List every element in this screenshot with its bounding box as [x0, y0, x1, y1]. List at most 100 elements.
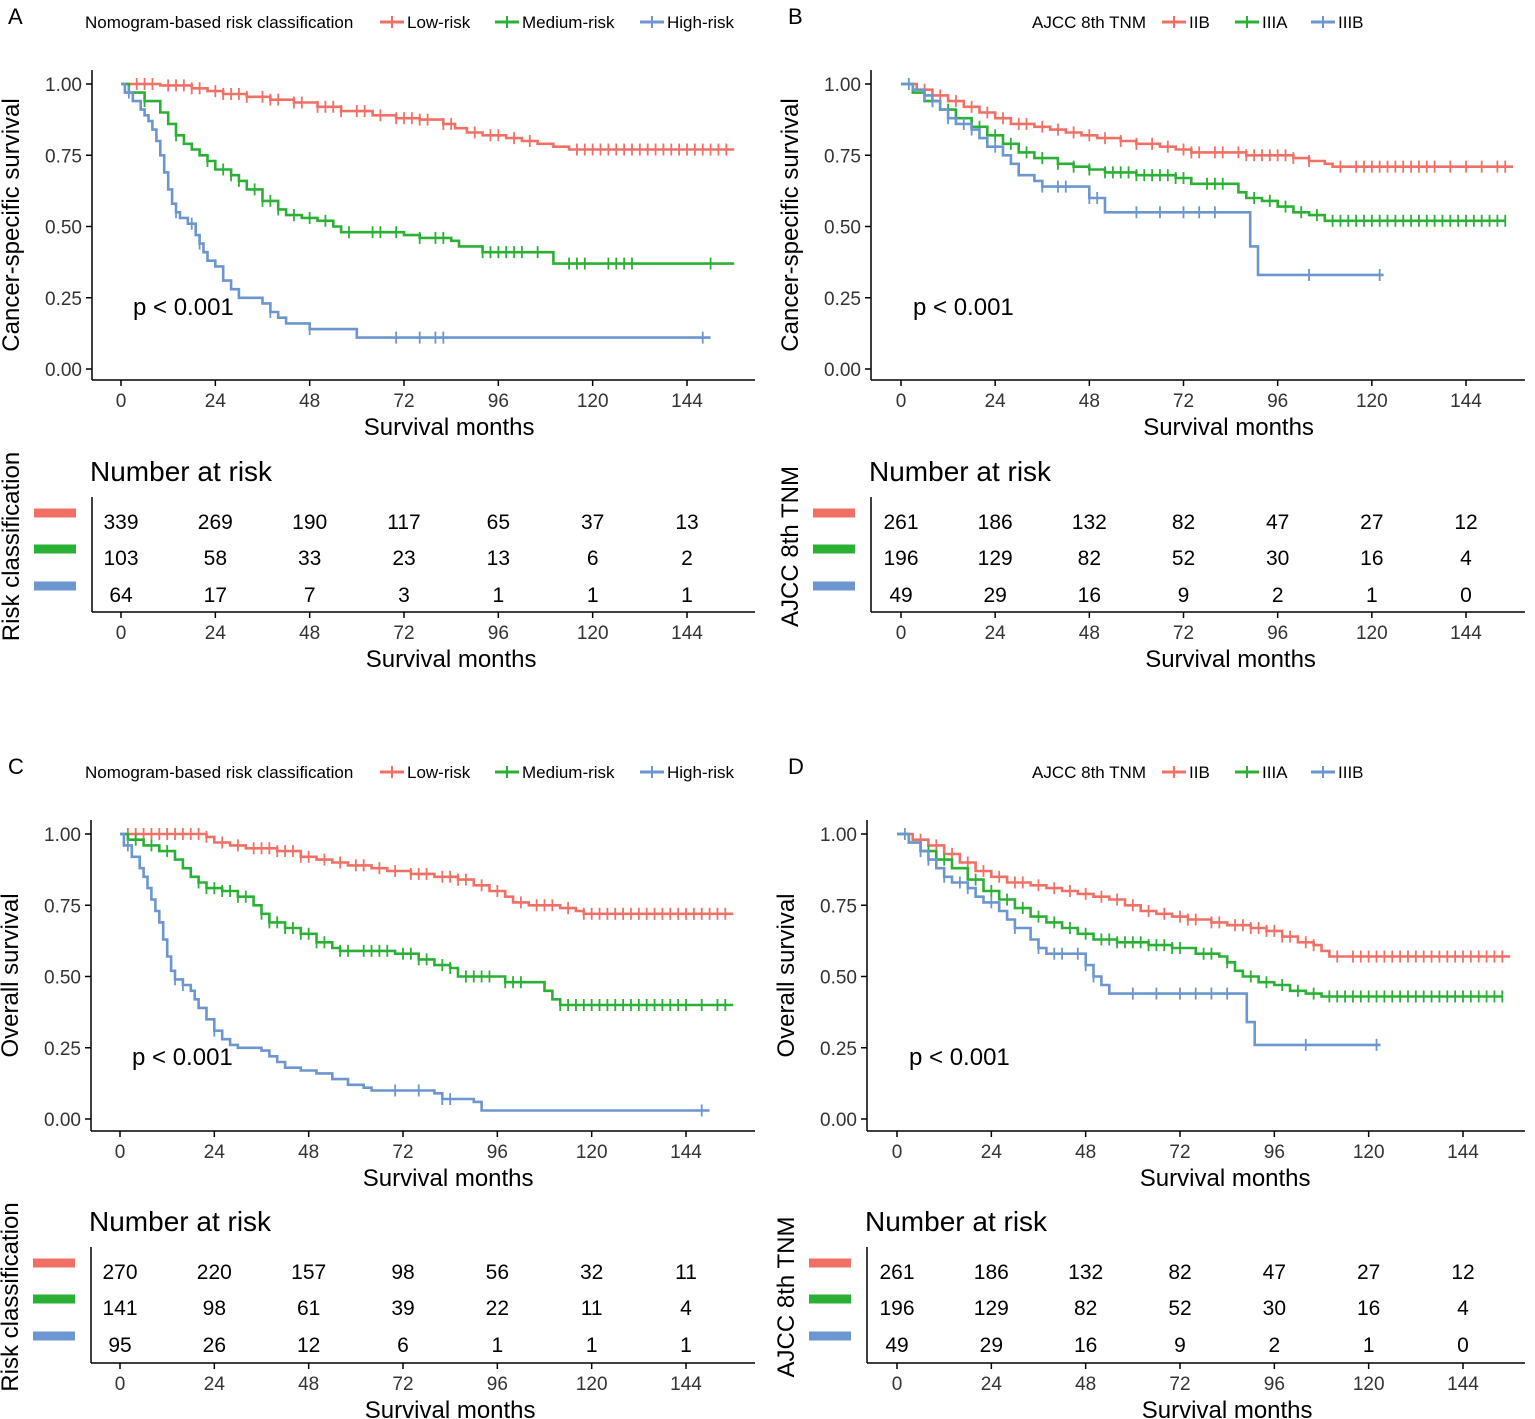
risk-table-cell: 29	[980, 1334, 1003, 1357]
risk-table-x-tick-label: 120	[1356, 623, 1388, 644]
risk-table-cell: 7	[304, 584, 316, 607]
survival-curve-low-risk	[120, 832, 734, 916]
risk-table-cell: 47	[1263, 1261, 1286, 1284]
risk-table-cell: 30	[1266, 547, 1289, 570]
p-value: p < 0.001	[132, 1044, 233, 1071]
risk-table-x-label: Survival months	[366, 646, 537, 673]
risk-table-x-tick-label: 72	[393, 623, 414, 644]
risk-table-cell: 49	[885, 1334, 908, 1357]
x-tick-label: 144	[670, 1142, 702, 1163]
risk-table-cell: 30	[1263, 1297, 1286, 1320]
risk-table-cell: 3	[398, 584, 410, 607]
risk-table-x-tick-label: 120	[1353, 1374, 1385, 1395]
risk-table-cell: 129	[974, 1297, 1009, 1320]
risk-table-x-tick-label: 96	[1264, 1374, 1285, 1395]
risk-table-cell: 190	[292, 511, 327, 534]
y-tick-label: 1.00	[820, 825, 857, 846]
risk-table-cell: 16	[1074, 1334, 1097, 1357]
risk-table-cell: 37	[581, 511, 604, 534]
legend-label-2: High-risk	[667, 763, 735, 782]
risk-table-cell: 56	[486, 1261, 509, 1284]
risk-table-cell: 339	[103, 511, 138, 534]
y-axis-label: Cancer-specific survival	[777, 98, 804, 351]
y-tick-label: 0.75	[44, 896, 81, 917]
risk-table-cell: 129	[978, 547, 1013, 570]
risk-table-x-tick-label: 24	[985, 623, 1007, 644]
risk-table-cell: 82	[1078, 547, 1101, 570]
risk-table-x-tick-label: 0	[116, 623, 127, 644]
y-tick-label: 0.00	[824, 360, 861, 381]
x-tick-label: 48	[1075, 1142, 1096, 1163]
risk-table-title: Number at risk	[90, 456, 273, 487]
risk-table-cell: 26	[203, 1334, 226, 1357]
x-axis-label: Survival months	[1143, 414, 1314, 441]
risk-table-x-tick-label: 24	[981, 1374, 1003, 1395]
x-tick-label: 72	[1169, 1142, 1190, 1163]
legend-label-1: Medium-risk	[522, 763, 615, 782]
x-tick-label: 120	[577, 391, 609, 412]
risk-table-cell: 12	[1451, 1261, 1474, 1284]
x-axis-label: Survival months	[363, 1165, 534, 1192]
risk-table-cell: 269	[198, 511, 233, 534]
risk-table-cell: 52	[1168, 1297, 1191, 1320]
risk-table-cell: 0	[1457, 1334, 1469, 1357]
x-axis-label: Survival months	[1140, 1165, 1311, 1192]
legend-label-1: Medium-risk	[522, 13, 615, 32]
legend-label-1: IIIA	[1262, 763, 1288, 782]
risk-table-x-tick-label: 48	[299, 623, 320, 644]
y-tick-label: 1.00	[44, 825, 81, 846]
risk-table-cell: 12	[1454, 511, 1477, 534]
risk-table-cell: 22	[486, 1297, 509, 1320]
risk-table-cell: 64	[109, 584, 133, 607]
y-tick-label: 0.00	[44, 1110, 81, 1131]
y-axis-label: Overall survival	[0, 893, 24, 1057]
p-value: p < 0.001	[909, 1044, 1010, 1071]
x-tick-label: 96	[487, 1142, 508, 1163]
y-tick-label: 0.25	[45, 289, 82, 310]
risk-table-x-tick-label: 0	[892, 1374, 903, 1395]
y-tick-label: 0.50	[45, 218, 82, 239]
risk-table-x-tick-label: 96	[488, 623, 509, 644]
risk-table-cell: 4	[1457, 1297, 1469, 1320]
legend-label-2: IIIB	[1338, 763, 1364, 782]
risk-table-x-tick-label: 48	[298, 1374, 319, 1395]
legend-title: AJCC 8th TNM	[1032, 763, 1146, 782]
x-tick-label: 48	[298, 1142, 319, 1163]
x-tick-label: 120	[1353, 1142, 1385, 1163]
risk-table-cell: 52	[1172, 547, 1195, 570]
y-tick-label: 0.25	[824, 289, 861, 310]
risk-table-cell: 196	[879, 1297, 914, 1320]
risk-table-cell: 9	[1178, 584, 1190, 607]
survival-curve-iiib	[901, 82, 1384, 277]
risk-table-x-tick-label: 48	[1079, 623, 1100, 644]
y-tick-label: 0.50	[820, 968, 857, 989]
x-tick-label: 96	[1264, 1142, 1285, 1163]
x-tick-label: 0	[896, 391, 907, 412]
risk-table-cell: 4	[680, 1297, 692, 1320]
risk-table-x-tick-label: 48	[1075, 1374, 1096, 1395]
panel-d: D AJCC 8th TNM IIB IIIA IIIB 0.00 0.25 0.50 0.75…	[773, 754, 1525, 1419]
risk-table-cell: 186	[978, 511, 1013, 534]
risk-table-cell: 17	[204, 584, 227, 607]
risk-table-x-tick-label: 144	[671, 623, 703, 644]
risk-table-cell: 13	[675, 511, 698, 534]
risk-table-cell: 61	[297, 1297, 320, 1320]
risk-table-cell: 2	[681, 547, 693, 570]
y-tick-label: 0.75	[45, 146, 82, 167]
risk-table-cell: 1	[492, 584, 504, 607]
legend-label-0: IIB	[1189, 763, 1210, 782]
panel-letter: C	[8, 754, 24, 779]
panel-letter: B	[788, 4, 803, 29]
legend-label-0: Low-risk	[407, 13, 471, 32]
risk-table-x-tick-label: 96	[487, 1374, 508, 1395]
risk-table-cell: 98	[391, 1261, 414, 1284]
risk-table-cell: 157	[291, 1261, 326, 1284]
y-tick-label: 1.00	[824, 75, 861, 96]
x-tick-label: 48	[299, 391, 320, 412]
x-tick-label: 24	[205, 391, 227, 412]
x-tick-label: 72	[1173, 391, 1194, 412]
risk-table-y-label: Risk classification	[0, 452, 25, 641]
risk-table-cell: 27	[1357, 1261, 1380, 1284]
x-tick-label: 0	[115, 1142, 126, 1163]
